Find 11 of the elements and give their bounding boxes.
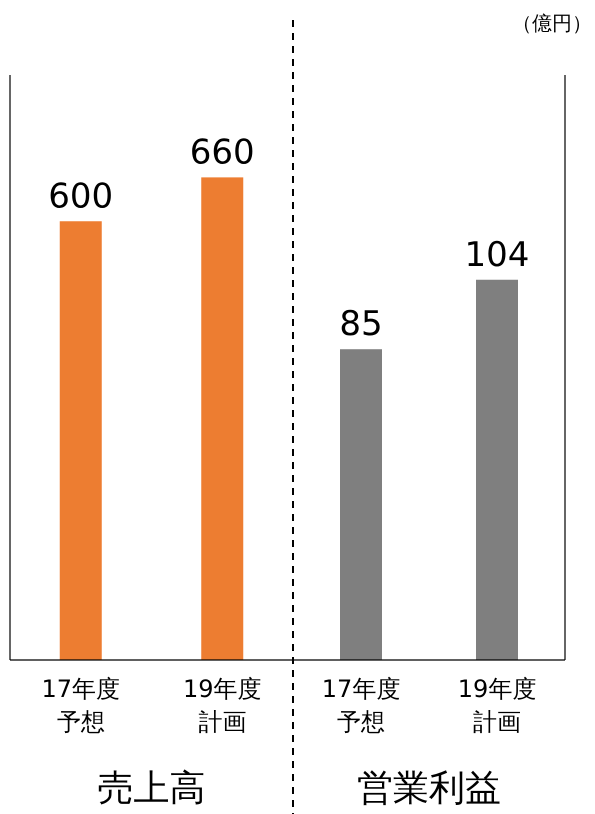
x-tick-label: 19年度計画 [182,675,262,736]
x-tick-label: 17年度予想 [41,675,120,736]
x-axis-title: 売上高 [98,768,206,809]
data-label: 85 [339,304,383,344]
x-tick-label: 19年度計画 [458,675,536,736]
data-label: 104 [464,234,530,275]
data-label: 600 [48,176,114,216]
text: （億円） [512,11,592,35]
x-tick-label: 17年度予想 [322,675,400,736]
x-axis-title: 営業利益 [357,768,501,809]
data-label: 660 [190,132,255,172]
